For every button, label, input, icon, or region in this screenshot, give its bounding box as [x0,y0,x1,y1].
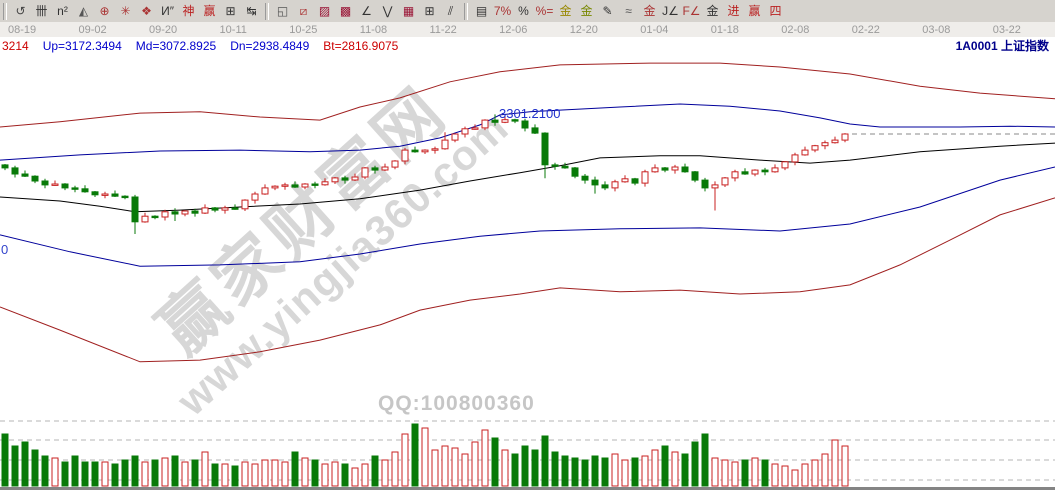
date-tick-label: 01-18 [710,23,739,36]
fan-box-icon[interactable]: ▨ [318,4,331,18]
j-angle-icon[interactable]: J∠ [662,4,679,18]
date-tick-label: 08-19 [8,23,37,36]
golden-circle-icon[interactable]: 金 [559,4,572,18]
date-tick-label: 09-02 [78,23,107,36]
grid-arrow-icon[interactable]: ⊞ [424,4,435,18]
golden-lines-icon[interactable]: 金 [580,4,593,18]
starburst-icon[interactable]: ✳ [120,4,131,18]
date-axis: 08-19 09-02 09-20 10-11 10-25 11-08 11-22 12-06… [0,22,1055,37]
toolbar-separator [265,2,269,20]
symbol-name: 上证指数 [1000,39,1049,53]
date-tick-label: 02-08 [781,23,810,36]
toolbar-separator [3,2,7,20]
date-tick-label: 11-22 [429,23,457,36]
date-tick-label: 10-25 [289,23,318,36]
cycle-partial-icon[interactable]: ↺ [15,4,26,18]
brush-icon[interactable]: ✎ [602,4,613,18]
compass-circle-icon[interactable]: ⊕ [99,4,110,18]
volume-chart-svg[interactable] [0,420,1055,487]
volume-pane[interactable] [0,420,1055,490]
wave-band-icon[interactable]: ≈ [625,4,632,18]
n-squared-icon[interactable]: n² [57,4,68,18]
parallel-lines-icon[interactable]: ⫽ [447,4,454,18]
golden-slash-icon[interactable]: 金 [643,4,656,18]
f-angle-icon[interactable]: F∠ [682,4,701,18]
wave-mark-icon[interactable]: И″ [161,4,174,18]
price-chart-pane[interactable]: 赢家财富网 www.yingjia360.com 3301.2100 0 QQ:… [0,54,1055,424]
symbol-title: 1A0001 上证指数 [956,37,1055,54]
ying-angle-icon[interactable]: 赢 [748,4,761,18]
mirror-angle-icon[interactable]: ◭ [78,4,89,18]
symbol-code: 1A0001 [955,39,998,53]
date-tick-label: 02-22 [851,23,880,36]
percent-lines-icon[interactable]: %= [535,4,554,18]
indicator-value: Dn=2938.4849 [230,38,310,53]
jin-angle-icon[interactable]: 进 [727,4,740,18]
fan-filled-box-icon[interactable]: ▩ [339,4,352,18]
date-tick-label: 12-20 [569,23,598,36]
drawing-toolbar: ↺ 卌 n² ◭ ⊕ ✳ ❖ И″ 神赢 ⊞ ↹ ◱ ⧄ ▨ ▩ ∠ ⋁ ▦ ⊞ ⫽ ▤ 7%% %= 金金 ✎ ≈ 金 J∠ F∠ 金进… [0,0,1055,23]
toolbar-separator [464,2,468,20]
indicator-value: Md=3072.8925 [135,38,217,53]
fan-rays-icon[interactable]: ⧄ [299,4,308,18]
zigzag-icon[interactable]: ⋁ [382,4,393,18]
percent-icon[interactable]: % [518,4,529,18]
angle-rays-icon[interactable]: ∠ [361,4,372,18]
indicator-value: 3214 [2,38,29,53]
date-tick-label: 01-04 [640,23,669,36]
qq-watermark-label: QQ:100800360 [378,392,535,415]
price-chart-svg[interactable] [0,54,1055,420]
date-tick-label: 03-22 [992,23,1021,36]
tally-lines-icon[interactable]: 卌 [35,4,48,18]
date-tick-label: 03-08 [922,23,951,36]
date-tick-label: 12-06 [499,23,528,36]
left-truncated-price-label: 0 [1,242,9,257]
stats-bars-icon[interactable]: ▤ [475,4,488,18]
span-arrows-icon[interactable]: ↹ [246,4,257,18]
high-price-label: 3301.2100 [499,106,561,121]
gann-grid-icon[interactable]: ▦ [402,4,415,18]
date-tick-label: 11-08 [359,23,388,36]
golden-angle-icon[interactable]: 金 [706,4,719,18]
indicator-value: Up=3172.3494 [42,38,122,53]
date-tick-label: 09-20 [149,23,178,36]
boxed-spiral-icon[interactable]: ❖ [141,4,152,18]
gann-box-icon[interactable]: ◱ [276,4,289,18]
indicator-bar: 3214 Up=3172.3494 Md=3072.8925 Dn=2938.4849… [0,37,1055,54]
ying-cycle-icon[interactable]: 赢 [203,4,216,18]
percent-slash-icon[interactable]: 7% [493,4,512,18]
shen-cycle-icon[interactable]: 神 [182,4,195,18]
indicator-values: 3214 Up=3172.3494 Md=3072.8925 Dn=2938.4849… [0,39,398,53]
date-tick-label: 10-11 [219,23,247,36]
si-angle-icon[interactable]: 四 [769,4,782,18]
indicator-value: Bt=2816.9075 [323,38,399,53]
ruler-123-icon[interactable]: ⊞ [225,4,236,18]
